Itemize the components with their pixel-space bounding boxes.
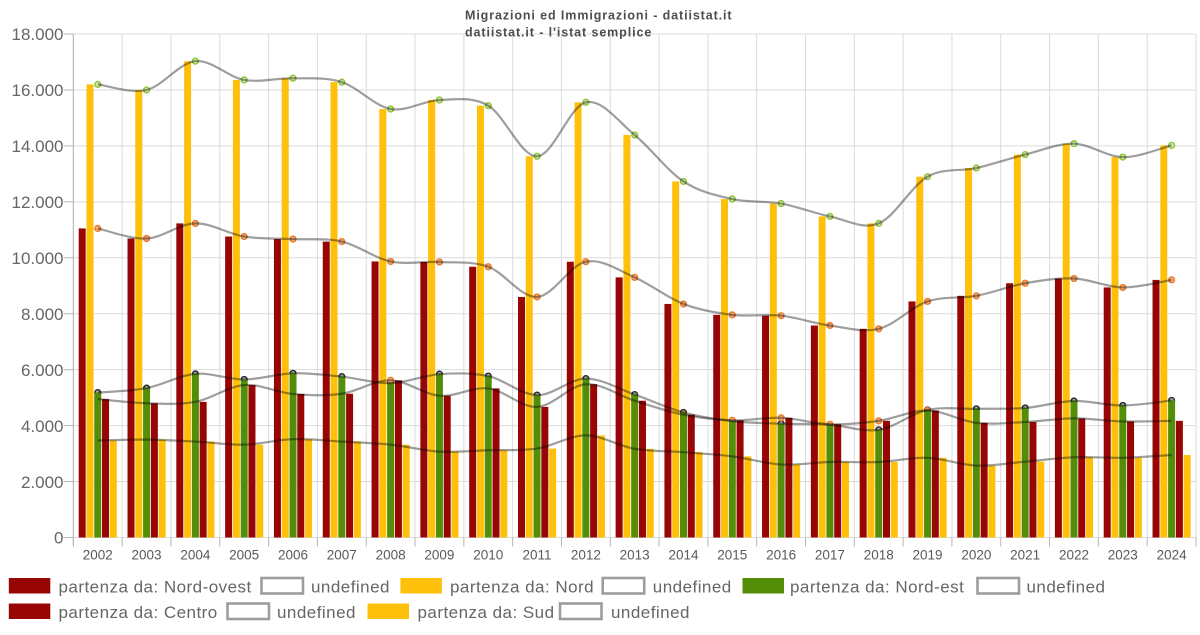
svg-text:Migrazioni ed Immigrazioni - d: Migrazioni ed Immigrazioni - datiistat.i… xyxy=(465,8,732,22)
svg-text:2019: 2019 xyxy=(913,548,943,563)
svg-text:2002: 2002 xyxy=(83,548,113,563)
svg-text:2009: 2009 xyxy=(424,548,454,563)
svg-text:2004: 2004 xyxy=(180,548,211,563)
svg-text:14.000: 14.000 xyxy=(12,137,64,156)
svg-text:12.000: 12.000 xyxy=(12,193,64,212)
svg-text:2010: 2010 xyxy=(473,548,503,563)
svg-text:8.000: 8.000 xyxy=(21,305,64,324)
svg-text:undefined: undefined xyxy=(311,578,390,597)
svg-text:2006: 2006 xyxy=(278,548,308,563)
svg-text:4.000: 4.000 xyxy=(21,417,64,436)
svg-text:partenza da: Nord-ovest: partenza da: Nord-ovest xyxy=(59,578,252,597)
svg-text:undefined: undefined xyxy=(1027,578,1106,597)
svg-text:undefined: undefined xyxy=(277,603,356,622)
svg-text:16.000: 16.000 xyxy=(12,81,64,100)
svg-text:2018: 2018 xyxy=(864,548,894,563)
svg-text:undefined: undefined xyxy=(653,578,732,597)
svg-text:2.000: 2.000 xyxy=(21,473,64,492)
svg-text:2011: 2011 xyxy=(523,548,552,563)
svg-text:2003: 2003 xyxy=(132,548,162,563)
svg-text:partenza da: Sud: partenza da: Sud xyxy=(418,603,555,622)
svg-text:2020: 2020 xyxy=(961,548,991,563)
svg-text:datiistat.it - l'istat semplic: datiistat.it - l'istat semplice xyxy=(465,26,652,40)
svg-text:2007: 2007 xyxy=(327,548,357,563)
svg-text:2017: 2017 xyxy=(815,548,845,563)
svg-text:2005: 2005 xyxy=(229,548,259,563)
svg-text:2008: 2008 xyxy=(376,548,406,563)
svg-text:partenza da: Centro: partenza da: Centro xyxy=(59,603,218,622)
svg-text:2013: 2013 xyxy=(620,548,650,563)
svg-text:6.000: 6.000 xyxy=(21,361,64,380)
svg-text:2022: 2022 xyxy=(1059,548,1089,563)
svg-text:2016: 2016 xyxy=(766,548,796,563)
svg-text:2015: 2015 xyxy=(717,548,747,563)
svg-text:2014: 2014 xyxy=(668,548,699,563)
svg-text:10.000: 10.000 xyxy=(12,249,64,268)
svg-text:2012: 2012 xyxy=(571,548,601,563)
svg-text:2023: 2023 xyxy=(1108,548,1138,563)
svg-text:partenza da: Nord-est: partenza da: Nord-est xyxy=(790,578,964,597)
svg-text:2024: 2024 xyxy=(1157,548,1188,563)
svg-text:18.000: 18.000 xyxy=(12,25,64,44)
svg-text:undefined: undefined xyxy=(611,603,690,622)
svg-text:2021: 2021 xyxy=(1010,548,1040,563)
svg-text:partenza da: Nord: partenza da: Nord xyxy=(450,578,594,597)
svg-text:0: 0 xyxy=(54,529,63,548)
